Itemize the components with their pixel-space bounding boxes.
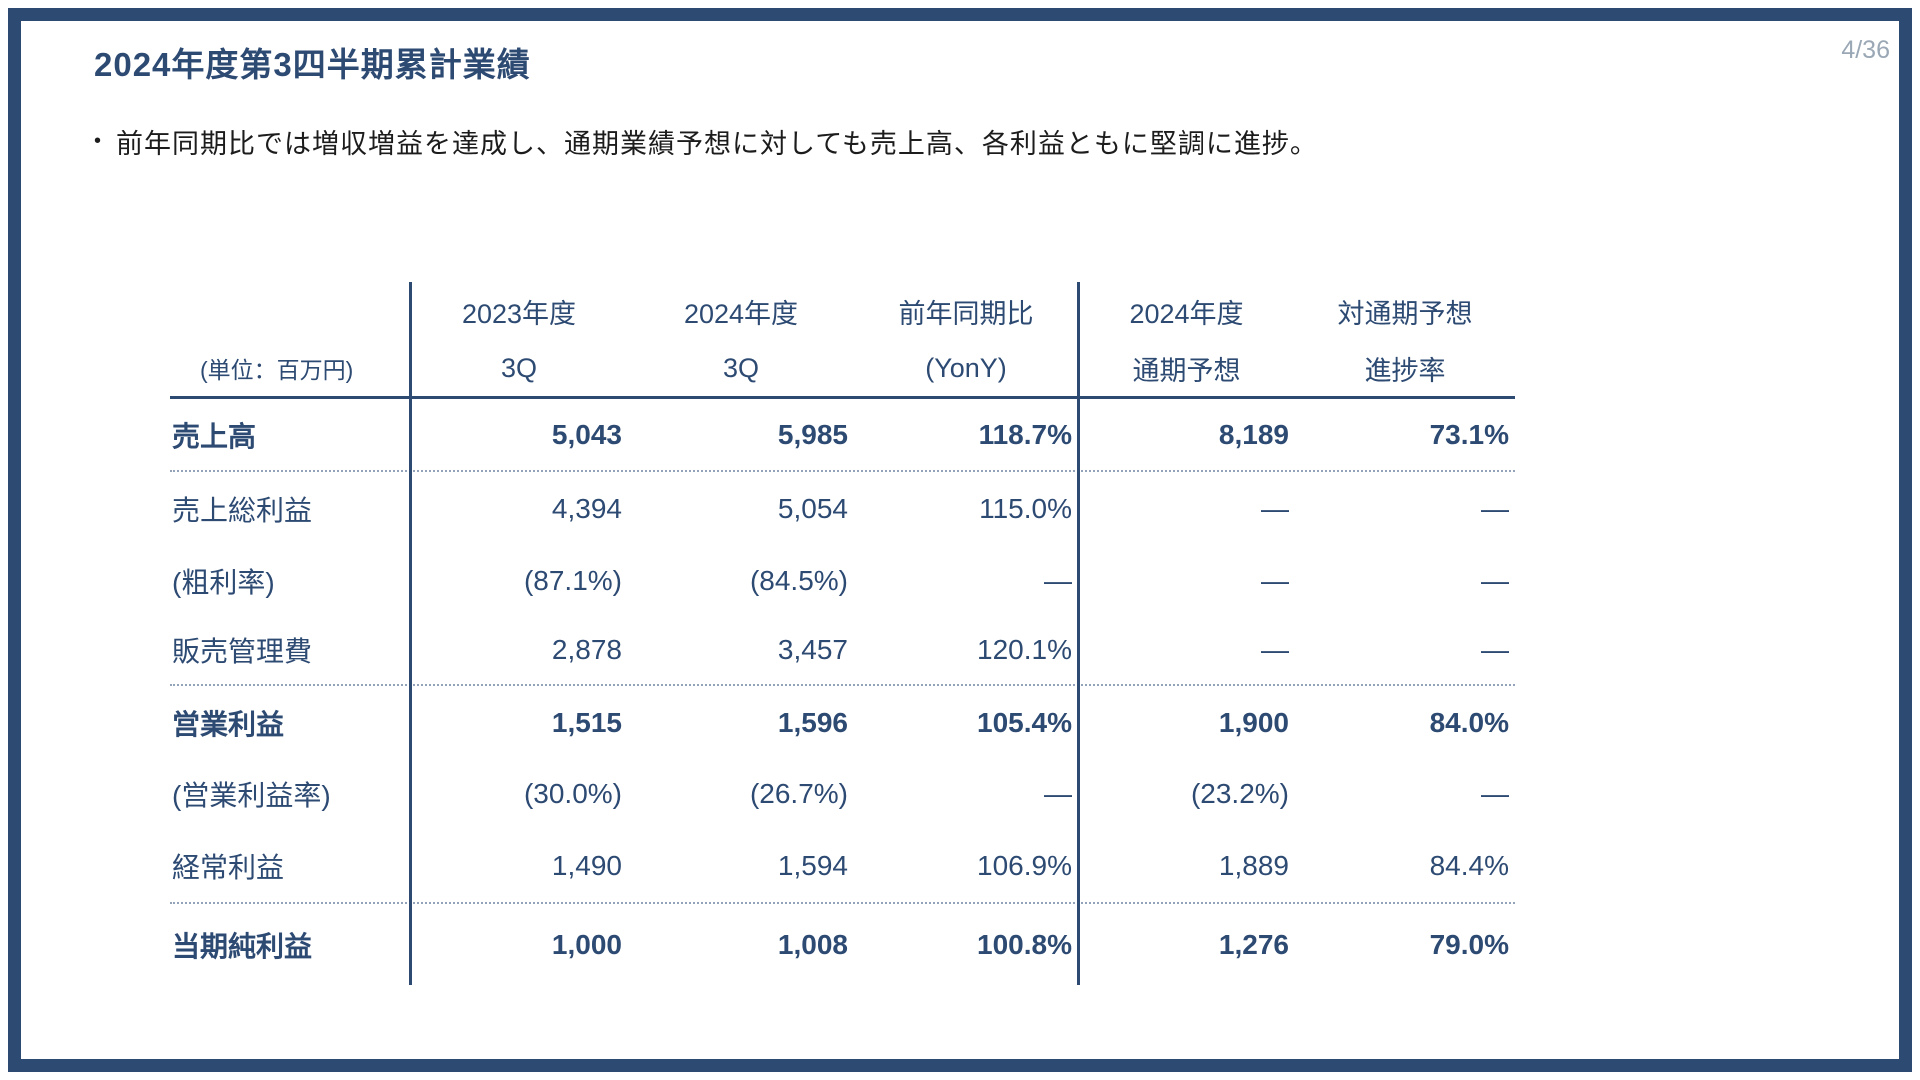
cell-value: 118.7% — [978, 418, 1072, 450]
header-yony-label: (YonY) — [925, 352, 1007, 383]
page-title: 2024年度第3四半期累計業績 — [94, 46, 531, 83]
table-vertical-divider-left — [409, 282, 412, 985]
cell-value: 79.0% — [1429, 928, 1509, 960]
table-header-row-2: (単位：百万円) 3Q 3Q (YonY) 通期予想 進捗率 — [170, 340, 1515, 396]
header-fy2023-3q: 3Q — [500, 352, 538, 383]
summary-bullet: • 前年同期比では増収増益を達成し、通期業績予想に対しても売上高、各利益ともに堅… — [94, 122, 1318, 161]
cell-value: 1,008 — [777, 928, 848, 960]
row-label: 売上総利益 — [172, 495, 313, 526]
row-label: 当期純利益 — [172, 930, 313, 962]
cell-value: (84.5%) — [749, 565, 848, 596]
cell-value: 1,596 — [777, 706, 848, 738]
cell-value: 4,394 — [551, 493, 622, 524]
table-vertical-divider-right — [1077, 282, 1080, 985]
bullet-marker: • — [94, 130, 103, 152]
cell-value: 1,900 — [1218, 706, 1289, 738]
cell-value: (30.0%) — [523, 778, 622, 809]
cell-value: 1,889 — [1218, 849, 1289, 881]
header-fy2023: 2023年度 — [461, 298, 577, 329]
table-row: 経常利益 1,490 1,594 106.9% 1,889 84.4% — [170, 829, 1515, 904]
cell-value: — — [1261, 493, 1289, 524]
cell-value: — — [1481, 778, 1509, 809]
cell-value: 120.1% — [977, 634, 1072, 665]
header-vs-forecast: 対通期予想 — [1337, 298, 1473, 329]
bullet-text: 前年同期比では増収増益を達成し、通期業績予想に対しても売上高、各利益ともに堅調に… — [116, 129, 1318, 159]
header-fy2024-forecast: 2024年度 — [1129, 298, 1244, 329]
cell-value: 115.0% — [979, 493, 1072, 524]
cell-value: (87.1%) — [523, 565, 622, 596]
cell-value: 2,878 — [551, 634, 622, 665]
cell-value: — — [1481, 493, 1509, 524]
table-row: 売上高 5,043 5,985 118.7% 8,189 73.1% — [170, 399, 1515, 472]
cell-value: 100.8% — [977, 928, 1072, 960]
header-progress-rate: 進捗率 — [1364, 355, 1446, 386]
header-yony: 前年同期比 — [898, 298, 1034, 329]
table-row: 販売管理費 2,878 3,457 120.1% — — — [170, 616, 1515, 686]
cell-value: 1,000 — [551, 928, 622, 960]
cell-value: 5,985 — [777, 418, 848, 450]
table-row: 売上総利益 4,394 5,054 115.0% — — — [170, 472, 1515, 546]
header-fy2024-3q: 3Q — [722, 352, 760, 383]
page-number: 4/36 — [1841, 36, 1890, 64]
cell-value: 1,515 — [551, 706, 622, 738]
cell-value: 5,054 — [777, 493, 848, 524]
cell-value: (23.2%) — [1190, 778, 1289, 809]
cell-value: 105.4% — [977, 706, 1072, 738]
cell-value: 3,457 — [777, 634, 848, 665]
row-label: (営業利益率) — [172, 780, 331, 811]
slide-border-frame — [8, 8, 1912, 1072]
cell-value: 84.0% — [1429, 706, 1509, 738]
financial-results-table: 2023年度 2024年度 前年同期比 2024年度 対通期予想 (単位：百万円… — [170, 282, 1515, 985]
cell-value: 84.4% — [1429, 849, 1509, 881]
cell-value: — — [1261, 565, 1289, 596]
cell-value: 106.9% — [977, 849, 1072, 881]
table-row: 当期純利益 1,000 1,008 100.8% 1,276 79.0% — [170, 904, 1515, 985]
cell-value: — — [1261, 634, 1289, 665]
row-label: 経常利益 — [172, 851, 285, 883]
cell-value: 8,189 — [1218, 418, 1289, 450]
table-header-row-1: 2023年度 2024年度 前年同期比 2024年度 対通期予想 — [170, 282, 1515, 340]
cell-value: — — [1481, 565, 1509, 596]
cell-value: — — [1044, 565, 1072, 596]
table-row: (粗利率) (87.1%) (84.5%) — — — — [170, 546, 1515, 616]
table-row: (営業利益率) (30.0%) (26.7%) — (23.2%) — — [170, 759, 1515, 829]
cell-value: 1,490 — [551, 849, 622, 881]
cell-value: (26.7%) — [749, 778, 848, 809]
table-row: 営業利益 1,515 1,596 105.4% 1,900 84.0% — [170, 686, 1515, 759]
row-label: 営業利益 — [172, 708, 285, 740]
header-full-year-forecast: 通期予想 — [1132, 355, 1241, 386]
cell-value: — — [1481, 634, 1509, 665]
row-label: 売上高 — [172, 420, 257, 452]
cell-value: 1,276 — [1218, 928, 1289, 960]
row-label: (粗利率) — [172, 567, 275, 598]
table-header: 2023年度 2024年度 前年同期比 2024年度 対通期予想 (単位：百万円… — [170, 282, 1515, 399]
unit-note: (単位：百万円) — [200, 357, 354, 383]
cell-value: — — [1044, 778, 1072, 809]
cell-value: 73.1% — [1429, 418, 1509, 450]
header-fy2024: 2024年度 — [683, 298, 799, 329]
header-spacer — [170, 282, 410, 340]
cell-value: 5,043 — [551, 418, 622, 450]
cell-value: 1,594 — [777, 849, 848, 881]
row-label: 販売管理費 — [172, 636, 313, 667]
